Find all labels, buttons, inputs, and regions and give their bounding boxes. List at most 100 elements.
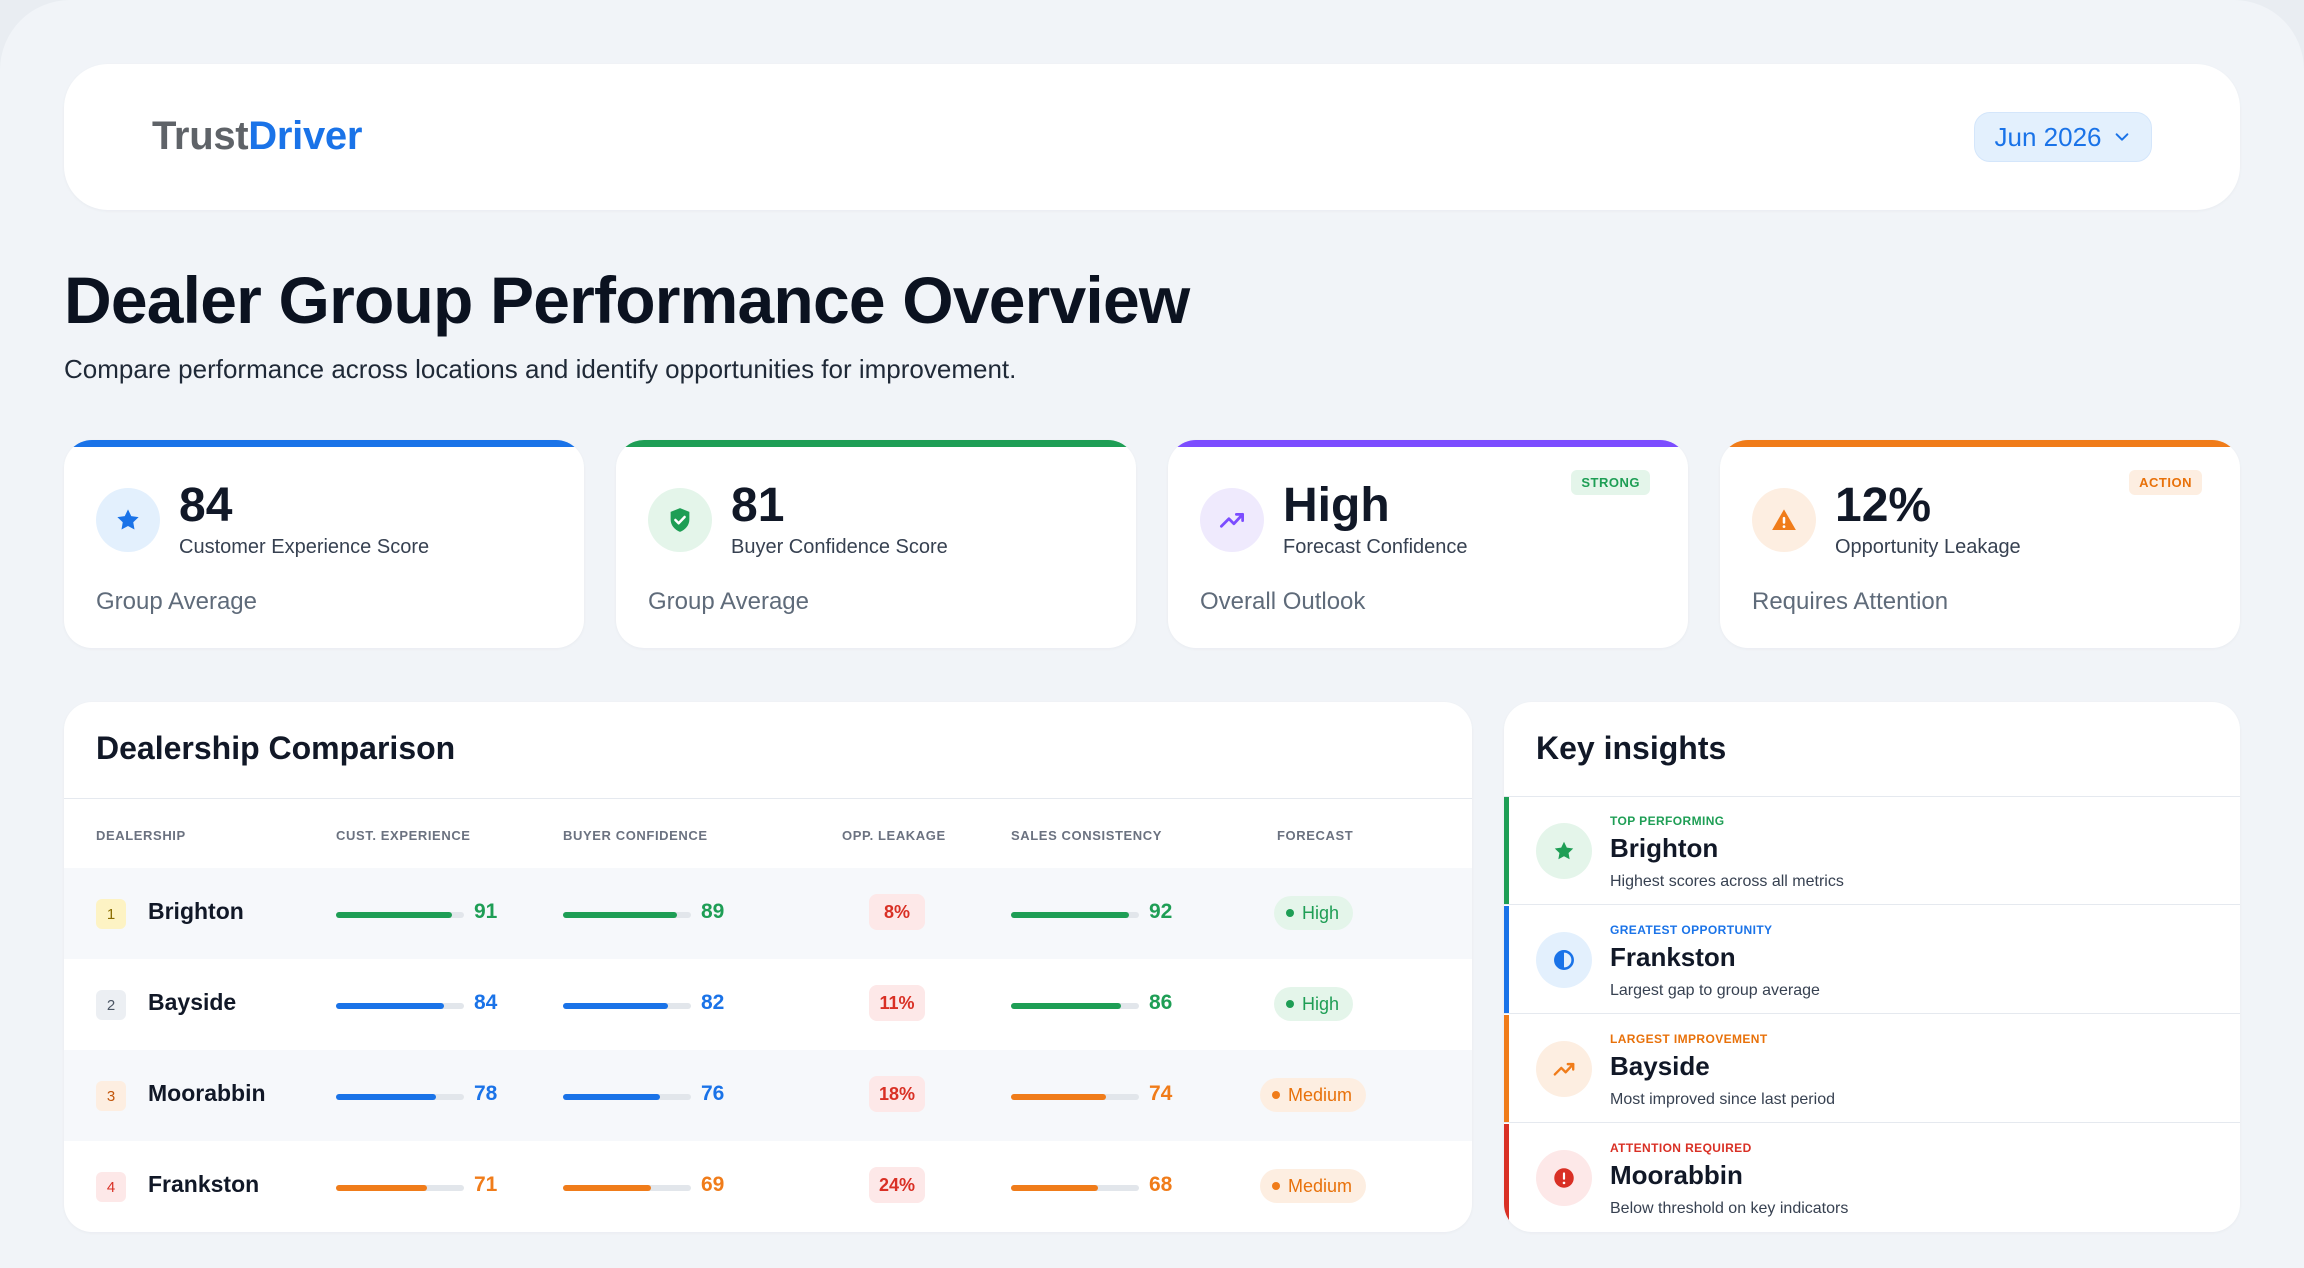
kpi-card-forecast-confidence[interactable]: High Forecast Confidence Overall Outlook… bbox=[1168, 440, 1688, 648]
kpi-label: Forecast Confidence bbox=[1283, 536, 1468, 558]
period-selector-button[interactable]: Jun 2026 bbox=[1974, 112, 2152, 162]
kpi-card-customer-experience[interactable]: 84 Customer Experience Score Group Avera… bbox=[64, 440, 584, 648]
kpi-footer: Requires Attention bbox=[1752, 588, 1949, 615]
rank-badge: 3 bbox=[96, 1081, 126, 1111]
column-header-opp-leakage[interactable]: OPP. LEAKAGE bbox=[842, 828, 946, 843]
chevron-down-icon bbox=[2116, 133, 2129, 141]
alert-icon bbox=[1536, 1150, 1592, 1206]
sales-consistency-value: 86 bbox=[1149, 991, 1173, 1014]
insight-accent bbox=[1504, 797, 1509, 904]
forecast-label: Medium bbox=[1288, 1175, 1353, 1196]
insight-item-attention-required[interactable]: ATTENTION REQUIRED Moorabbin Below thres… bbox=[1504, 1124, 2240, 1232]
status-badge-action: ACTION bbox=[2129, 470, 2202, 495]
insight-description: Largest gap to group average bbox=[1610, 982, 1820, 999]
kpi-card-opportunity-leakage[interactable]: 12% Opportunity Leakage Requires Attenti… bbox=[1720, 440, 2240, 648]
sales-consistency-value: 68 bbox=[1149, 1173, 1173, 1196]
logo-text-driver: Driver bbox=[248, 114, 363, 158]
insight-dealership: Brighton bbox=[1610, 833, 1719, 863]
opp-leakage-badge: 24% bbox=[869, 1167, 925, 1203]
buyer-confidence-value: 89 bbox=[701, 900, 725, 923]
dealership-comparison-panel: Dealership Comparison DEALERSHIP CUST. E… bbox=[64, 702, 1472, 1232]
column-header-forecast[interactable]: FORECAST bbox=[1277, 828, 1354, 843]
page-subtitle: Compare performance across locations and… bbox=[64, 354, 1017, 384]
opp-leakage-badge: 18% bbox=[869, 1076, 925, 1112]
insight-item-largest-improvement[interactable]: LARGEST IMPROVEMENT Bayside Most improve… bbox=[1504, 1015, 2240, 1123]
trend-up-icon bbox=[1200, 488, 1264, 552]
logo-text-trust: Trust bbox=[152, 114, 249, 158]
warning-icon bbox=[1752, 488, 1816, 552]
kpi-value: 84 bbox=[179, 479, 233, 532]
buyer-confidence-meter bbox=[563, 1094, 691, 1100]
kpi-card-buyer-confidence[interactable]: 81 Buyer Confidence Score Group Average bbox=[616, 440, 1136, 648]
insight-description: Below threshold on key indicators bbox=[1610, 1200, 1849, 1217]
sales-consistency-meter bbox=[1011, 1094, 1139, 1100]
kpi-label: Opportunity Leakage bbox=[1835, 536, 2021, 558]
cust-experience-meter bbox=[336, 1094, 464, 1100]
column-header-sales-consistency[interactable]: SALES CONSISTENCY bbox=[1011, 828, 1163, 843]
column-header-cust-experience[interactable]: CUST. EXPERIENCE bbox=[336, 828, 471, 843]
insight-dealership: Frankston bbox=[1610, 942, 1736, 972]
rank-badge: 2 bbox=[96, 990, 126, 1020]
insight-category: GREATEST OPPORTUNITY bbox=[1610, 923, 1773, 937]
insight-accent bbox=[1504, 1124, 1509, 1232]
dealership-name: Brighton bbox=[148, 898, 244, 924]
forecast-pill: Medium bbox=[1260, 1078, 1367, 1112]
cust-experience-value: 84 bbox=[474, 991, 498, 1014]
insight-dealership: Bayside bbox=[1610, 1051, 1710, 1081]
forecast-pill: High bbox=[1274, 987, 1354, 1021]
kpi-value: High bbox=[1283, 479, 1390, 532]
trend-up-icon bbox=[1536, 1041, 1592, 1097]
insight-accent bbox=[1504, 906, 1509, 1013]
panel-title: Key insights bbox=[1536, 730, 1727, 766]
cust-experience-value: 78 bbox=[474, 1082, 498, 1105]
buyer-confidence-meter bbox=[563, 1185, 691, 1191]
insight-dealership: Moorabbin bbox=[1610, 1160, 1743, 1190]
kpi-footer: Group Average bbox=[648, 588, 810, 615]
panel-title: Dealership Comparison bbox=[96, 730, 456, 766]
kpi-label: Buyer Confidence Score bbox=[731, 536, 948, 558]
insight-item-greatest-opportunity[interactable]: GREATEST OPPORTUNITY Frankston Largest g… bbox=[1504, 906, 2240, 1014]
cust-experience-value: 91 bbox=[474, 900, 498, 923]
rank-badge: 1 bbox=[96, 899, 126, 929]
table-row[interactable]: 4 Frankston 71 69 24% 68 Medium bbox=[64, 1141, 1472, 1232]
top-header: TrustDriver Jun 2026 bbox=[64, 64, 2240, 210]
sales-consistency-meter bbox=[1011, 1185, 1139, 1191]
period-selector-label: Jun 2026 bbox=[1994, 121, 2102, 152]
buyer-confidence-value: 82 bbox=[701, 991, 725, 1014]
cust-experience-meter bbox=[336, 1003, 464, 1009]
kpi-value: 81 bbox=[731, 479, 785, 532]
cust-experience-meter bbox=[336, 1185, 464, 1191]
sales-consistency-value: 92 bbox=[1149, 900, 1173, 923]
insight-description: Highest scores across all metrics bbox=[1610, 873, 1844, 890]
cust-experience-value: 71 bbox=[474, 1173, 498, 1196]
star-icon bbox=[1536, 823, 1592, 879]
rank-badge: 4 bbox=[96, 1172, 126, 1202]
kpi-label: Customer Experience Score bbox=[179, 536, 430, 558]
half-circle-icon bbox=[1536, 932, 1592, 988]
status-badge-strong: STRONG bbox=[1571, 470, 1650, 495]
kpi-accent-bar bbox=[64, 440, 584, 447]
opp-leakage-badge: 8% bbox=[869, 894, 925, 930]
table-row[interactable]: 2 Bayside 84 82 11% 86 High bbox=[64, 959, 1472, 1050]
app-logo[interactable]: TrustDriver bbox=[152, 114, 362, 159]
opp-leakage-badge: 11% bbox=[869, 985, 925, 1021]
column-header-dealership[interactable]: DEALERSHIP bbox=[96, 828, 186, 843]
table-row[interactable]: 1 Brighton 91 89 8% 92 High bbox=[64, 868, 1472, 959]
sales-consistency-meter bbox=[1011, 1003, 1139, 1009]
column-header-buyer-confidence[interactable]: BUYER CONFIDENCE bbox=[563, 828, 708, 843]
kpi-accent-bar bbox=[1168, 440, 1688, 447]
insight-item-top-performing[interactable]: TOP PERFORMING Brighton Highest scores a… bbox=[1504, 797, 2240, 905]
dealership-name: Frankston bbox=[148, 1171, 260, 1197]
kpi-accent-bar bbox=[1720, 440, 2240, 447]
shield-check-icon bbox=[648, 488, 712, 552]
table-row[interactable]: 3 Moorabbin 78 76 18% 74 Medium bbox=[64, 1050, 1472, 1141]
insight-accent bbox=[1504, 1015, 1509, 1122]
buyer-confidence-value: 76 bbox=[701, 1082, 725, 1105]
kpi-footer: Group Average bbox=[96, 588, 258, 615]
kpi-footer: Overall Outlook bbox=[1200, 588, 1366, 615]
dealership-name: Bayside bbox=[148, 989, 237, 1015]
kpi-accent-bar bbox=[616, 440, 1136, 447]
insight-category: LARGEST IMPROVEMENT bbox=[1610, 1032, 1768, 1046]
dealership-name: Moorabbin bbox=[148, 1080, 266, 1106]
